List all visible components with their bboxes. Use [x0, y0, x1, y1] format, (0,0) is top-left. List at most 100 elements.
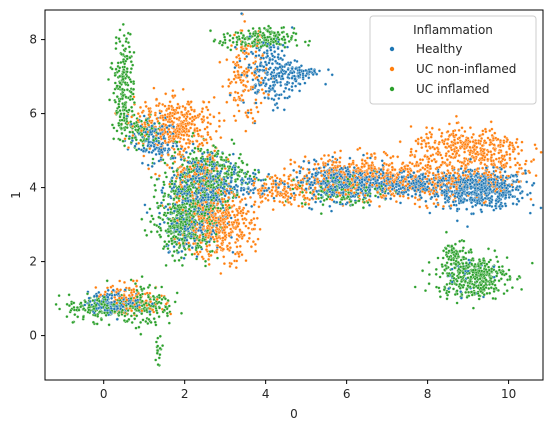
- scatter-point: [282, 108, 286, 112]
- scatter-point: [132, 50, 136, 54]
- scatter-point: [314, 200, 318, 204]
- scatter-point: [290, 88, 294, 92]
- scatter-point: [282, 203, 286, 207]
- scatter-point: [153, 183, 157, 187]
- scatter-point: [295, 175, 299, 179]
- scatter-point: [249, 108, 253, 112]
- scatter-point: [453, 292, 457, 297]
- scatter-point: [256, 110, 260, 114]
- scatter-point: [518, 184, 522, 189]
- scatter-point: [151, 217, 155, 221]
- scatter-point: [476, 286, 480, 290]
- scatter-point: [249, 245, 253, 249]
- scatter-point: [215, 160, 219, 164]
- scatter-point: [170, 242, 174, 246]
- scatter-point: [72, 301, 76, 305]
- scatter-point: [497, 268, 501, 272]
- scatter-point: [406, 196, 410, 200]
- scatter-point: [182, 137, 186, 141]
- scatter-point: [451, 173, 455, 177]
- scatter-point: [365, 151, 369, 156]
- scatter-point: [105, 279, 109, 283]
- scatter-point: [265, 63, 269, 67]
- scatter-point: [189, 126, 193, 130]
- scatter-point: [465, 225, 470, 229]
- scatter-point: [459, 296, 463, 300]
- scatter-point: [469, 201, 474, 205]
- scatter-point: [423, 167, 427, 171]
- scatter-point: [414, 149, 418, 153]
- scatter-point: [135, 314, 139, 318]
- scatter-point: [243, 175, 247, 179]
- scatter-point: [246, 187, 250, 191]
- scatter-point: [206, 150, 210, 154]
- scatter-point: [115, 287, 119, 291]
- scatter-point: [231, 36, 235, 40]
- scatter-point: [154, 152, 158, 156]
- scatter-point: [114, 47, 118, 51]
- scatter-point: [215, 239, 219, 243]
- scatter-point: [280, 49, 284, 53]
- scatter-point: [401, 194, 405, 198]
- scatter-point: [266, 198, 270, 202]
- scatter-point: [450, 267, 454, 271]
- scatter-point: [272, 199, 276, 203]
- scatter-point: [129, 67, 133, 71]
- scatter-point: [360, 165, 364, 169]
- scatter-point: [204, 248, 209, 252]
- scatter-point: [409, 147, 413, 151]
- scatter-point: [325, 197, 329, 201]
- scatter-point: [54, 302, 58, 306]
- scatter-point: [121, 44, 125, 48]
- scatter-point: [457, 128, 461, 132]
- scatter-point: [457, 136, 462, 140]
- scatter-point: [207, 163, 212, 167]
- scatter-point: [401, 161, 405, 165]
- scatter-point: [502, 292, 506, 296]
- scatter-point: [142, 114, 146, 118]
- scatter-point: [163, 171, 167, 175]
- scatter-point: [290, 85, 294, 89]
- scatter-point: [436, 203, 440, 207]
- scatter-point: [280, 37, 284, 41]
- scatter-point: [119, 112, 123, 116]
- scatter-point: [240, 214, 244, 218]
- scatter-point: [312, 167, 316, 171]
- scatter-point: [461, 134, 465, 138]
- scatter-point: [231, 60, 235, 64]
- scatter-point: [412, 171, 416, 175]
- scatter-point: [492, 178, 496, 182]
- scatter-point: [121, 139, 125, 143]
- scatter-point: [493, 131, 497, 135]
- scatter-point: [416, 169, 420, 173]
- scatter-point: [368, 156, 372, 160]
- scatter-point: [220, 197, 224, 201]
- scatter-point: [173, 217, 177, 222]
- scatter-point: [330, 73, 334, 77]
- scatter-point: [398, 201, 403, 205]
- scatter-point: [165, 242, 169, 246]
- scatter-point: [495, 165, 499, 169]
- scatter-point: [237, 254, 241, 258]
- scatter-point: [173, 150, 177, 154]
- scatter-point: [497, 265, 501, 269]
- scatter-point: [221, 151, 225, 156]
- scatter-point: [165, 163, 169, 167]
- scatter-point: [456, 159, 460, 163]
- scatter-point: [181, 87, 185, 91]
- scatter-point: [238, 57, 242, 61]
- scatter-point: [255, 105, 259, 109]
- scatter-point: [233, 66, 237, 70]
- scatter-point: [287, 39, 291, 43]
- scatter-point: [109, 285, 113, 289]
- scatter-point: [441, 271, 445, 275]
- scatter-point: [438, 275, 442, 279]
- scatter-point: [207, 257, 211, 261]
- scatter-point: [167, 140, 171, 144]
- scatter-point: [390, 187, 394, 191]
- scatter-point: [129, 60, 133, 64]
- scatter-point: [280, 30, 284, 35]
- scatter-point: [122, 280, 127, 284]
- scatter-point: [268, 190, 272, 194]
- scatter-point: [444, 291, 449, 295]
